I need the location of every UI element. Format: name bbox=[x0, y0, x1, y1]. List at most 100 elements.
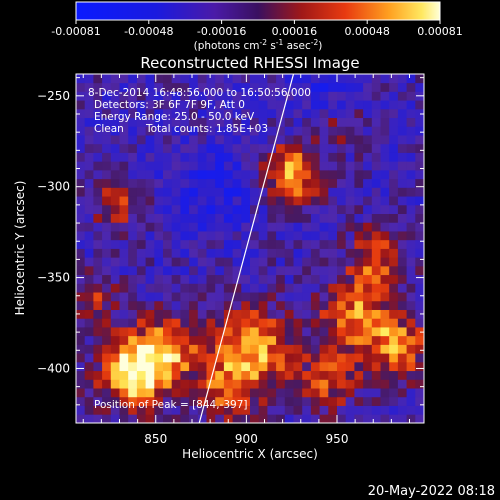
heatmap-cell bbox=[354, 143, 364, 153]
heatmap-cell bbox=[93, 309, 103, 319]
heatmap-cell bbox=[258, 117, 268, 127]
heatmap-cell bbox=[284, 126, 294, 136]
heatmap-cell bbox=[267, 231, 277, 241]
heatmap-cell bbox=[93, 108, 103, 119]
heatmap-cell bbox=[267, 335, 277, 345]
heatmap-cell bbox=[119, 231, 129, 241]
heatmap-cell bbox=[310, 108, 320, 119]
heatmap-cell bbox=[171, 239, 181, 249]
heatmap-cell bbox=[293, 239, 303, 249]
heatmap-cell bbox=[206, 135, 216, 145]
heatmap-cell bbox=[189, 318, 199, 328]
heatmap-cell bbox=[345, 335, 355, 345]
heatmap-cell bbox=[371, 388, 381, 398]
heatmap-cell bbox=[250, 126, 260, 136]
heatmap-cell bbox=[302, 126, 312, 136]
heatmap-cell bbox=[345, 405, 355, 415]
heatmap-cell bbox=[128, 248, 138, 258]
heatmap-cell bbox=[363, 396, 373, 406]
heatmap-cell bbox=[136, 274, 146, 284]
heatmap-cell bbox=[93, 292, 103, 302]
heatmap-cell bbox=[371, 117, 381, 127]
heatmap-cell bbox=[102, 335, 112, 345]
heatmap-cell bbox=[145, 117, 155, 127]
heatmap-cell bbox=[223, 231, 233, 241]
heatmap-cell bbox=[76, 379, 86, 389]
heatmap-cell bbox=[84, 327, 94, 337]
heatmap-cell bbox=[337, 82, 347, 92]
heatmap-cell bbox=[102, 222, 112, 232]
heatmap-cell bbox=[389, 283, 399, 293]
heatmap-cell bbox=[145, 405, 155, 415]
heatmap-cell bbox=[189, 414, 199, 423]
heatmap-cell bbox=[363, 239, 373, 249]
heatmap-cell bbox=[128, 152, 138, 162]
heatmap-cell bbox=[145, 126, 155, 136]
heatmap-cell bbox=[267, 169, 277, 180]
heatmap-cell bbox=[267, 222, 277, 232]
heatmap-cell bbox=[354, 396, 364, 406]
heatmap-cell bbox=[128, 187, 138, 197]
heatmap-cell bbox=[250, 388, 260, 398]
heatmap-cell bbox=[145, 91, 155, 101]
heatmap-cell bbox=[397, 126, 407, 136]
heatmap-cell bbox=[180, 396, 190, 406]
heatmap-cell bbox=[354, 91, 364, 101]
heatmap-cell bbox=[345, 152, 355, 162]
heatmap-cell bbox=[337, 370, 347, 380]
heatmap-cell bbox=[267, 117, 277, 127]
heatmap-cell bbox=[284, 222, 294, 232]
heatmap-cell bbox=[128, 388, 138, 398]
heatmap-cell bbox=[197, 274, 207, 284]
heatmap-cell bbox=[276, 74, 286, 84]
solar-limb-line bbox=[198, 74, 295, 423]
heatmap-cell bbox=[154, 396, 164, 406]
heatmap-cell bbox=[258, 274, 268, 284]
heatmap-cell bbox=[406, 300, 416, 310]
heatmap-cell bbox=[293, 248, 303, 258]
heatmap-cell bbox=[302, 274, 312, 284]
heatmap-cell bbox=[76, 257, 86, 267]
heatmap-cell bbox=[197, 126, 207, 136]
heatmap-cell bbox=[84, 152, 94, 162]
heatmap-cell bbox=[241, 222, 251, 232]
heatmap-cell bbox=[389, 265, 399, 276]
heatmap-cell bbox=[302, 335, 312, 345]
heatmap-cell bbox=[345, 257, 355, 267]
annotation-time-range: 8-Dec-2014 16:48:56.000 to 16:50:56.000 bbox=[88, 87, 311, 99]
heatmap-cell bbox=[171, 335, 181, 345]
heatmap-cell bbox=[397, 204, 407, 214]
heatmap-cell bbox=[145, 135, 155, 145]
heatmap-cell bbox=[197, 309, 207, 319]
heatmap-cell bbox=[310, 169, 320, 180]
heatmap-cell bbox=[110, 370, 120, 380]
heatmap-cell bbox=[76, 414, 86, 423]
heatmap-cell bbox=[397, 178, 407, 188]
heatmap-cell bbox=[319, 379, 329, 389]
heatmap-cell bbox=[380, 414, 390, 423]
heatmap-cell bbox=[206, 370, 216, 380]
heatmap-cell bbox=[223, 161, 233, 171]
heatmap-cell bbox=[302, 169, 312, 180]
heatmap-cell bbox=[389, 292, 399, 302]
heatmap-cell bbox=[102, 100, 112, 110]
heatmap-cell bbox=[206, 353, 216, 363]
heatmap-cell bbox=[406, 274, 416, 284]
heatmap-cell bbox=[380, 353, 390, 363]
heatmap-cell bbox=[345, 353, 355, 363]
heatmap-cell bbox=[380, 231, 390, 241]
heatmap-cell bbox=[76, 204, 86, 214]
heatmap-cell bbox=[319, 108, 329, 119]
heatmap-cell bbox=[206, 283, 216, 293]
heatmap-cell bbox=[163, 231, 173, 241]
heatmap-cell bbox=[310, 126, 320, 136]
heatmap-cell bbox=[154, 309, 164, 319]
heatmap-cell bbox=[397, 143, 407, 153]
heatmap-cell bbox=[171, 117, 181, 127]
heatmap-cell bbox=[389, 353, 399, 363]
heatmap-cell bbox=[250, 152, 260, 162]
heatmap-cell bbox=[154, 161, 164, 171]
heatmap-cell bbox=[180, 414, 190, 423]
heatmap-cell bbox=[171, 318, 181, 328]
heatmap-cell bbox=[215, 239, 225, 249]
